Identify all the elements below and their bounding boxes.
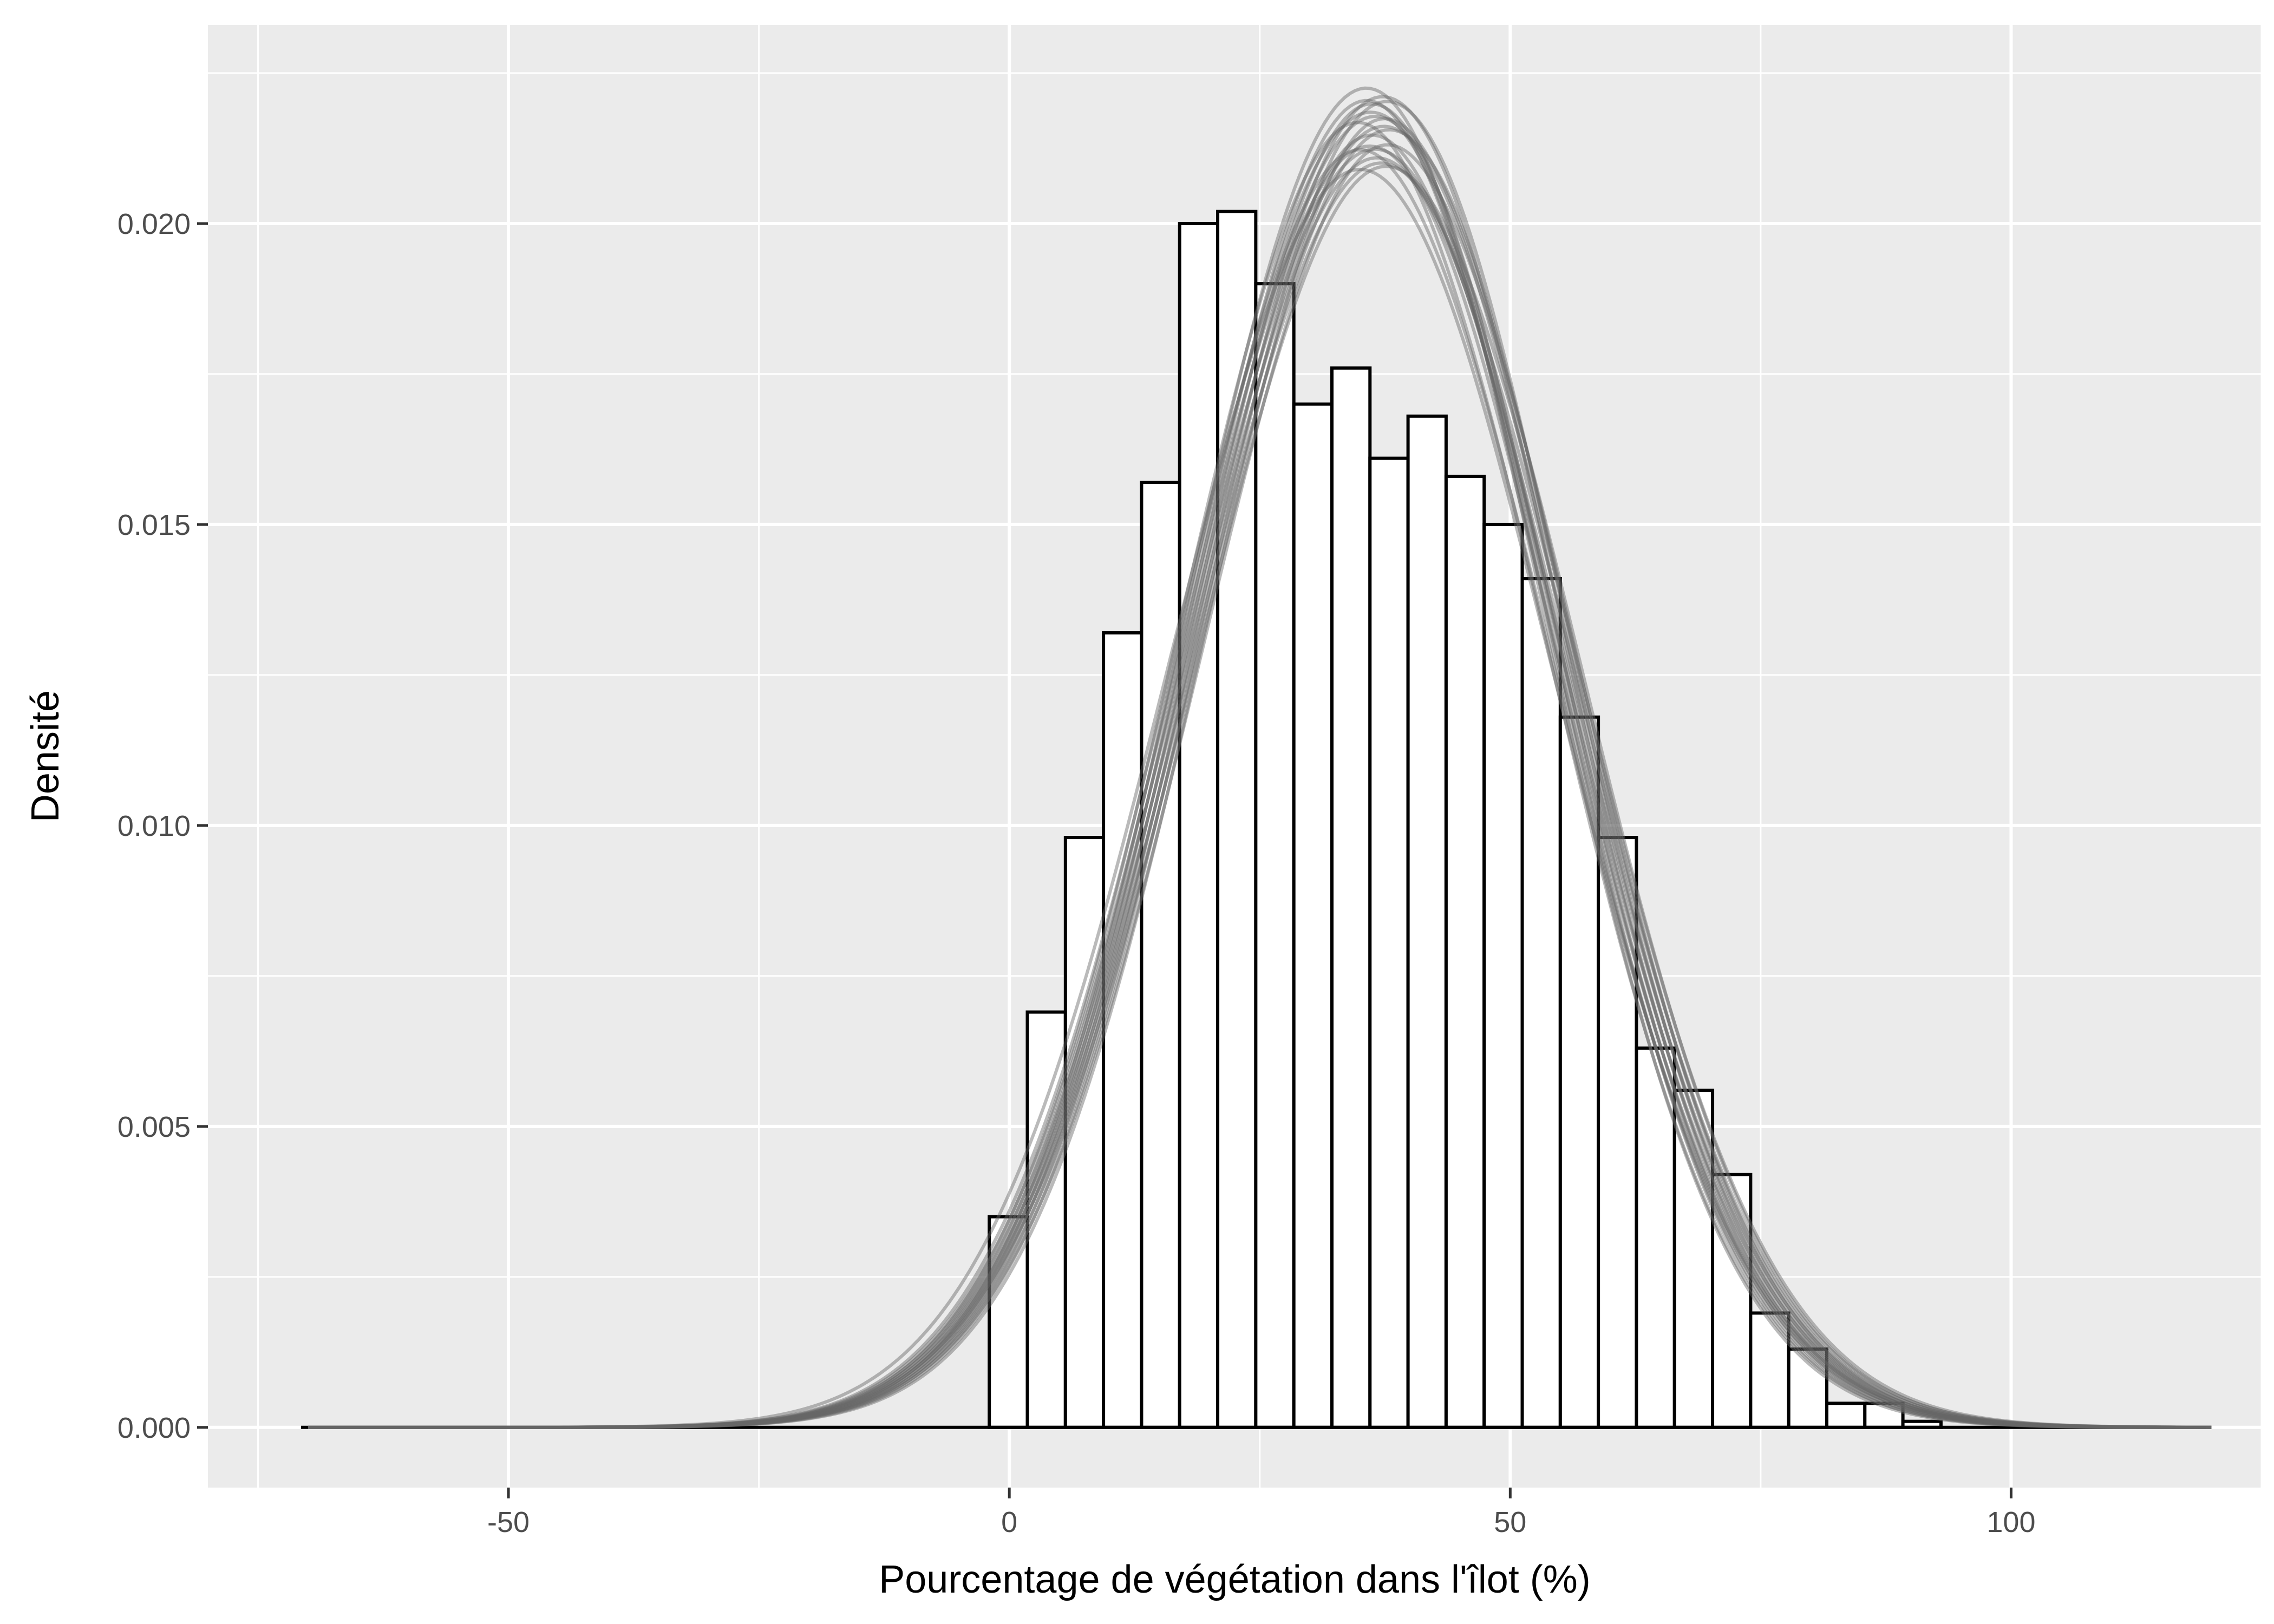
histogram-bar	[988, 1215, 1029, 1429]
density-curve	[308, 114, 2212, 1429]
density-curve	[308, 148, 2212, 1429]
x-tick-label: 100	[1987, 1506, 2035, 1538]
density-curves	[308, 86, 2212, 1429]
y-tick-label: 0.020	[117, 208, 191, 240]
histogram-bar	[1216, 209, 1258, 1429]
histogram-bar	[1140, 481, 1181, 1429]
histogram-bar	[1520, 577, 1562, 1429]
density-curve	[308, 121, 2212, 1429]
histogram-bar	[1597, 836, 1638, 1429]
x-tick-label: 0	[1001, 1506, 1017, 1538]
density-curve	[308, 99, 2212, 1429]
density-curve	[308, 156, 2212, 1429]
histogram-bar	[1178, 221, 1220, 1429]
density-curve	[308, 165, 2212, 1429]
histogram-bar	[1254, 282, 1296, 1429]
density-curve	[308, 125, 2212, 1429]
density-curve	[308, 161, 2212, 1429]
y-tick-label: 0.010	[117, 810, 191, 842]
y-tick-label: 0.015	[117, 509, 191, 541]
density-curve	[308, 102, 2212, 1429]
y-axis-title: Densité	[24, 690, 67, 822]
density-curve	[308, 86, 2212, 1429]
density-curve	[308, 100, 2212, 1429]
histogram-bar	[1787, 1347, 1828, 1429]
histogram-bar	[1444, 474, 1486, 1429]
histogram-bar	[1482, 522, 1524, 1429]
histogram-bar	[1711, 1173, 1753, 1429]
y-tick-label: 0.005	[117, 1111, 191, 1143]
histogram-bar	[1102, 631, 1143, 1429]
density-curve	[308, 95, 2212, 1429]
density-curve	[308, 133, 2212, 1429]
histogram-bar	[1330, 366, 1372, 1429]
density-curve	[308, 128, 2212, 1429]
histogram-bar	[1863, 1402, 1905, 1429]
histogram-bar	[1825, 1402, 1867, 1429]
y-tick-label: 0.000	[117, 1412, 191, 1444]
density-curve	[308, 110, 2212, 1429]
histogram-bar	[1292, 402, 1334, 1429]
density-curve	[308, 117, 2212, 1429]
histogram-bars	[988, 209, 1943, 1429]
x-tick-label: 50	[1494, 1506, 1526, 1538]
x-tick-label: -50	[487, 1506, 530, 1538]
histogram-bar	[1368, 456, 1410, 1429]
density-curve	[308, 144, 2212, 1429]
histogram-bar	[1406, 414, 1448, 1429]
density-curve	[308, 143, 2212, 1429]
x-axis-ticks: -50 0 50 100	[487, 1488, 2035, 1538]
y-axis-ticks: 0.000 0.005 0.010 0.015 0.020	[117, 208, 208, 1444]
x-axis-title: Pourcentage de végétation dans l'îlot (%…	[879, 1558, 1591, 1601]
density-curve	[308, 147, 2212, 1429]
density-curve	[308, 167, 2212, 1429]
